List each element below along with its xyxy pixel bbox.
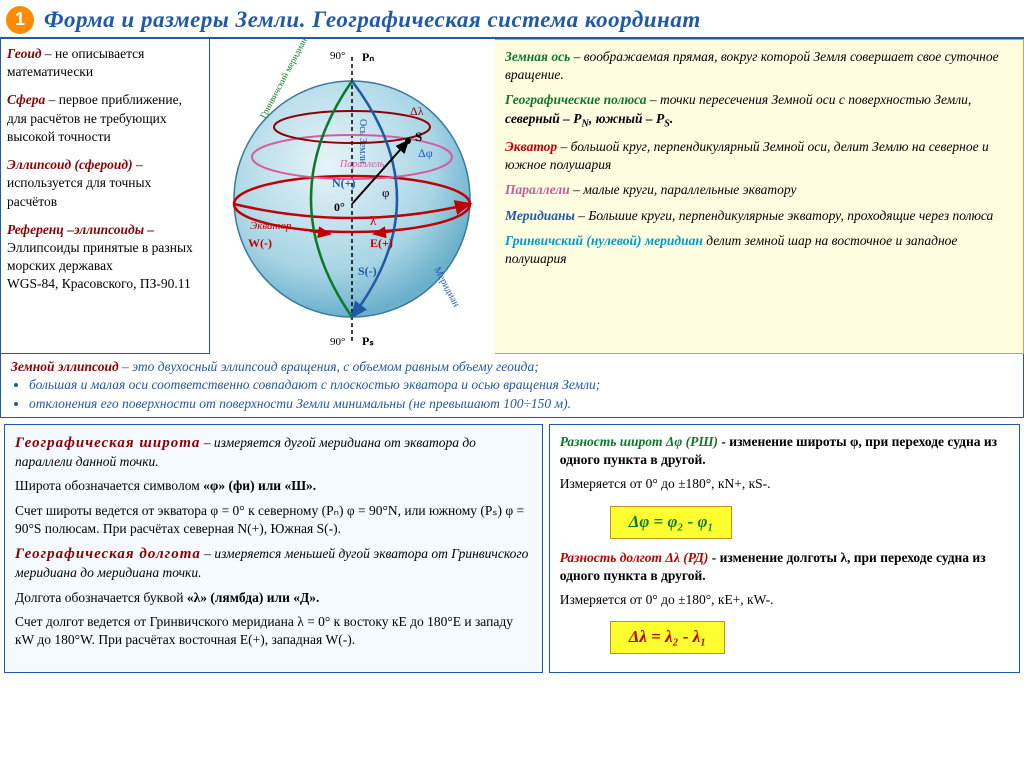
latitude-longitude-panel: Географическая широта – измеряется дугой…	[4, 424, 543, 673]
bottom-section: Географическая широта – измеряется дугой…	[0, 424, 1024, 673]
left-definitions: Геоид – не описывается математически Сфе…	[0, 39, 210, 354]
term-latitude: Географическая широта	[15, 435, 200, 451]
term-greenwich: Гринвичский (нулевой) меридиан	[505, 233, 703, 248]
term-longitude: Географическая долгота	[15, 546, 201, 562]
svg-text:Pₛ: Pₛ	[362, 334, 374, 348]
text-equator: – большой круг, перпендикулярный Земной …	[505, 139, 989, 172]
text-meridian: – Большие круги, перпендикулярные эквато…	[575, 208, 993, 223]
term-meridian: Меридианы	[505, 208, 575, 223]
term-poles: Географические полюса	[505, 92, 647, 107]
term-parallel: Параллели	[505, 182, 570, 197]
term-sphere: Сфера	[7, 92, 45, 107]
text-ref: Эллипсоиды принятые в разных морских дер…	[7, 240, 193, 273]
right-definitions: Земная ось – воображаемая прямая, вокруг…	[495, 39, 1024, 354]
svg-text:S(-): S(-)	[358, 264, 377, 278]
svg-text:0°: 0°	[334, 200, 345, 214]
text-poles: – точки пересечения Земной оси с поверхн…	[647, 92, 972, 107]
def-poles: Географические полюса – точки пересечени…	[505, 91, 1013, 131]
term-dphi: Разность широт Δφ (РШ)	[560, 434, 718, 449]
svg-text:Pₙ: Pₙ	[362, 50, 374, 64]
svg-text:Δφ: Δφ	[418, 146, 433, 160]
def-parallel: Параллели – малые круги, параллельные эк…	[505, 181, 1013, 199]
term-equator: Экватор	[505, 139, 557, 154]
text-earth-ellipsoid: – это двухосный эллипсоид вращения, с об…	[119, 359, 539, 374]
text-lat-2a: Широта обозначается символом	[15, 478, 203, 493]
term-geoid: Геоид	[7, 46, 42, 61]
svg-text:Меридиан: Меридиан	[431, 265, 462, 309]
svg-text:W(-): W(-)	[248, 236, 272, 250]
text-axis: – воображаемая прямая, вокруг которой Зе…	[505, 49, 999, 82]
term-axis: Земная ось	[505, 49, 570, 64]
def-sphere: Сфера – первое приближение, для расчётов…	[7, 91, 203, 146]
svg-text:E(+): E(+)	[370, 236, 393, 250]
title-bar: 1 Форма и размеры Земли. Географическая …	[0, 0, 1024, 39]
def-axis: Земная ось – воображаемая прямая, вокруг…	[505, 48, 1013, 84]
svg-text:Ось Земли: Ось Земли	[357, 119, 368, 164]
svg-text:N(+): N(+)	[332, 176, 356, 190]
text-dphi-meas: Измеряется от 0° до ±180°, кN+, кS-.	[560, 475, 1009, 493]
svg-text:Экватор: Экватор	[250, 220, 292, 232]
term-ellipsoid: Эллипсоид (сфероид)	[7, 157, 133, 172]
page-title: Форма и размеры Земли. Географическая си…	[44, 4, 701, 35]
def-geoid: Геоид – не описывается математически	[7, 45, 203, 81]
ellipsoid-bullet-1: большая и малая оси соответственно совпа…	[29, 376, 1013, 394]
svg-text:90°: 90°	[330, 336, 345, 348]
text-lat-3: Счет широты ведется от экватора φ = 0° к…	[15, 502, 532, 538]
ellipsoid-block: Земной эллипсоид – это двухосный эллипсо…	[0, 354, 1024, 418]
svg-text:90°: 90°	[330, 50, 345, 62]
term-earth-ellipsoid: Земной эллипсоид	[11, 359, 119, 374]
globe-diagram: 90° Pₙ 90° Pₛ Ось Земли Экватор Параллел…	[210, 39, 495, 354]
svg-text:Δλ: Δλ	[410, 104, 424, 118]
top-section: Геоид – не описывается математически Сфе…	[0, 39, 1024, 354]
differences-panel: Разность широт Δφ (РШ) - изменение широт…	[549, 424, 1020, 673]
formula-dphi: Δφ = φ₂ - φ₁	[610, 506, 733, 539]
text-parallel: – малые круги, параллельные экватору	[570, 182, 797, 197]
formula-dlam: Δλ = λ₂ - λ₁	[610, 621, 726, 654]
text-dlam-meas: Измеряется от 0° до ±180°, кE+, кW-.	[560, 591, 1009, 609]
text-lon-2a: Долгота обозначается буквой	[15, 590, 187, 605]
def-greenwich: Гринвичский (нулевой) меридиан делит зем…	[505, 232, 1013, 268]
def-equator: Экватор – большой круг, перпендикулярный…	[505, 138, 1013, 174]
def-meridian: Меридианы – Большие круги, перпендикуляр…	[505, 207, 1013, 225]
section-number-badge: 1	[6, 6, 34, 34]
def-ellipsoid: Эллипсоид (сфероид) – используется для т…	[7, 156, 203, 211]
text-ref-ex: WGS-84, Красовского, ПЗ-90.11	[7, 276, 191, 291]
text-lon-3: Счет долгот ведется от Гринвичского мери…	[15, 613, 532, 649]
def-reference: Референц –эллипсоиды – Эллипсоиды принят…	[7, 221, 203, 294]
text-lat-2b: «φ» (фи) или «Ш».	[203, 478, 316, 493]
ellipsoid-bullet-2: отклонения его поверхности от поверхност…	[29, 395, 1013, 413]
term-dlam: Разность долгот Δλ (РД)	[560, 550, 709, 565]
svg-text:λ: λ	[370, 213, 377, 228]
text-lon-2b: «λ» (лямбда) или «Д».	[187, 590, 320, 605]
svg-text:φ: φ	[382, 185, 390, 200]
term-ref: Референц –эллипсоиды –	[7, 222, 154, 237]
svg-text:S: S	[415, 129, 422, 144]
svg-text:Параллель: Параллель	[339, 159, 385, 170]
